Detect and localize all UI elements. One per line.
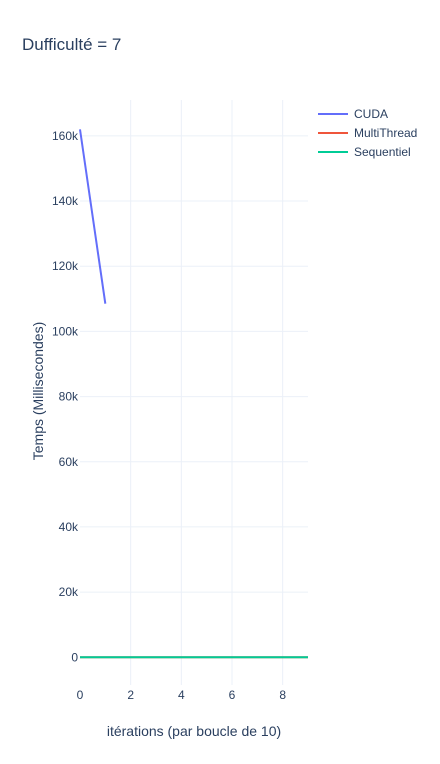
y-tick-label: 100k xyxy=(52,324,79,338)
chart-title: Dufficulté = 7 xyxy=(22,35,121,54)
x-tick-label: 2 xyxy=(127,688,134,702)
y-tick-label: 140k xyxy=(52,194,79,208)
legend-label: CUDA xyxy=(354,107,388,121)
x-tick-label: 4 xyxy=(178,688,185,702)
x-tick-label: 8 xyxy=(279,688,286,702)
y-tick-label: 80k xyxy=(59,390,79,404)
y-tick-label: 60k xyxy=(59,455,79,469)
y-axis-title: Temps (Millisecondes) xyxy=(30,322,46,460)
grid xyxy=(80,100,308,685)
legend-label: Sequentiel xyxy=(354,145,411,159)
y-tick-label: 40k xyxy=(59,520,79,534)
legend-item-multithread[interactable]: MultiThread xyxy=(318,126,417,140)
y-tick-label: 160k xyxy=(52,129,79,143)
y-tick-label: 0 xyxy=(71,650,78,664)
y-axis: 0 20k 40k 60k 80k 100k 120k 140k 160k xyxy=(52,129,79,664)
legend[interactable]: CUDA MultiThread Sequentiel xyxy=(318,107,417,159)
legend-item-sequentiel[interactable]: Sequentiel xyxy=(318,145,411,159)
x-tick-label: 0 xyxy=(77,688,84,702)
legend-item-cuda[interactable]: CUDA xyxy=(318,107,388,121)
x-axis-title: itérations (par boucle de 10) xyxy=(107,723,281,739)
legend-label: MultiThread xyxy=(354,126,417,140)
x-tick-label: 6 xyxy=(229,688,236,702)
x-axis: 0 2 4 6 8 xyxy=(77,688,287,702)
series-line-cuda[interactable] xyxy=(79,129,107,304)
y-tick-label: 20k xyxy=(59,585,79,599)
y-tick-label: 120k xyxy=(52,259,79,273)
plot-area xyxy=(79,129,308,659)
